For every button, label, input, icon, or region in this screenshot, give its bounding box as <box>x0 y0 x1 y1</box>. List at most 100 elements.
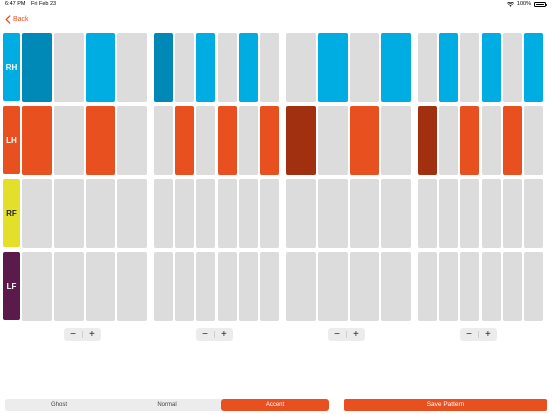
grid-cell-lh-beat3-sub1[interactable] <box>286 106 316 175</box>
grid-cell-rh-beat4-sub5[interactable] <box>502 33 522 102</box>
increment-button[interactable]: + <box>89 329 95 340</box>
grid-cell-rh-beat2-sub4[interactable] <box>217 33 237 102</box>
grid-cell-lh-beat4-sub3[interactable] <box>460 106 480 175</box>
grid-cell-rf-beat2-sub2[interactable] <box>175 179 195 248</box>
grid-cell-rf-beat4-sub3[interactable] <box>460 179 480 248</box>
grid-cell-rh-beat1-sub2[interactable] <box>53 33 84 102</box>
grid-cell-lh-beat2-sub3[interactable] <box>196 106 216 175</box>
grid-cell-rf-beat1-sub4[interactable] <box>117 179 147 248</box>
grid-cell-lh-beat3-sub4[interactable] <box>381 106 411 175</box>
decrement-button[interactable]: − <box>202 329 208 340</box>
grid-cell-rf-beat2-sub3[interactable] <box>196 179 216 248</box>
decrement-button[interactable]: − <box>334 329 340 340</box>
row-label-lf: LF <box>3 252 20 320</box>
grid-cell-rh-beat3-sub1[interactable] <box>286 33 316 102</box>
grid-cell-lh-beat3-sub3[interactable] <box>349 106 380 175</box>
grid-cell-lh-beat1-sub4[interactable] <box>117 106 147 175</box>
grid-cell-lh-beat2-sub5[interactable] <box>238 106 258 175</box>
grid-cell-rh-beat3-sub3[interactable] <box>349 33 380 102</box>
grid-cell-rh-beat2-sub6[interactable] <box>259 33 279 102</box>
grid-cell-lh-beat2-sub1[interactable] <box>154 106 174 175</box>
grid-cell-lf-beat3-sub4[interactable] <box>381 252 411 321</box>
grid-cell-lf-beat4-sub1[interactable] <box>418 252 438 321</box>
stepper-divider <box>346 331 347 338</box>
grid-cell-lf-beat1-sub4[interactable] <box>117 252 147 321</box>
row-label-rh: RH <box>3 33 20 101</box>
grid-cell-rh-beat4-sub1[interactable] <box>418 33 438 102</box>
grid-cell-rf-beat3-sub2[interactable] <box>317 179 348 248</box>
grid-cell-lf-beat1-sub2[interactable] <box>53 252 84 321</box>
grid-cell-rh-beat2-sub5[interactable] <box>238 33 258 102</box>
grid-cell-lh-beat1-sub2[interactable] <box>53 106 84 175</box>
battery-percent: 100% <box>516 1 531 7</box>
grid-cell-rf-beat1-sub2[interactable] <box>53 179 84 248</box>
dynamics-option-normal[interactable]: Normal <box>157 402 177 408</box>
grid-cell-rf-beat3-sub1[interactable] <box>286 179 316 248</box>
grid-cell-lh-beat4-sub5[interactable] <box>502 106 522 175</box>
grid-cell-rf-beat3-sub4[interactable] <box>381 179 411 248</box>
grid-cell-rf-beat4-sub4[interactable] <box>481 179 501 248</box>
increment-button[interactable]: + <box>485 329 491 340</box>
grid-cell-rf-beat4-sub6[interactable] <box>523 179 543 248</box>
grid-cell-lh-beat2-sub6[interactable] <box>259 106 279 175</box>
grid-cell-lf-beat2-sub4[interactable] <box>217 252 237 321</box>
grid-cell-lh-beat4-sub2[interactable] <box>439 106 459 175</box>
grid-cell-rh-beat4-sub6[interactable] <box>523 33 543 102</box>
grid-cell-rh-beat1-sub1[interactable] <box>22 33 52 102</box>
grid-cell-rh-beat3-sub4[interactable] <box>381 33 411 102</box>
grid-cell-lh-beat4-sub4[interactable] <box>481 106 501 175</box>
grid-cell-lh-beat4-sub1[interactable] <box>418 106 438 175</box>
dynamics-option-accent[interactable]: Accent <box>221 399 329 411</box>
grid-cell-rh-beat4-sub3[interactable] <box>460 33 480 102</box>
grid-cell-lf-beat3-sub1[interactable] <box>286 252 316 321</box>
grid-cell-rf-beat3-sub3[interactable] <box>349 179 380 248</box>
subdivision-stepper-beat1: − + <box>64 328 101 341</box>
grid-cell-lh-beat2-sub4[interactable] <box>217 106 237 175</box>
grid-cell-lf-beat4-sub3[interactable] <box>460 252 480 321</box>
grid-cell-lh-beat1-sub1[interactable] <box>22 106 52 175</box>
grid-cell-rf-beat4-sub1[interactable] <box>418 179 438 248</box>
grid-cell-lf-beat4-sub6[interactable] <box>523 252 543 321</box>
grid-cell-rh-beat1-sub3[interactable] <box>85 33 116 102</box>
decrement-button[interactable]: − <box>70 329 76 340</box>
grid-cell-rf-beat2-sub1[interactable] <box>154 179 174 248</box>
grid-cell-rf-beat4-sub5[interactable] <box>502 179 522 248</box>
decrement-button[interactable]: − <box>466 329 472 340</box>
grid-cell-rh-beat2-sub3[interactable] <box>196 33 216 102</box>
grid-cell-lf-beat4-sub4[interactable] <box>481 252 501 321</box>
grid-cell-rh-beat4-sub4[interactable] <box>481 33 501 102</box>
grid-cell-rf-beat2-sub5[interactable] <box>238 179 258 248</box>
grid-cell-rf-beat2-sub4[interactable] <box>217 179 237 248</box>
dynamics-option-ghost[interactable]: Ghost <box>50 402 67 408</box>
grid-cell-lf-beat2-sub3[interactable] <box>196 252 216 321</box>
grid-cell-rh-beat1-sub4[interactable] <box>117 33 147 102</box>
grid-cell-rf-beat1-sub3[interactable] <box>85 179 116 248</box>
grid-cell-lh-beat1-sub3[interactable] <box>85 106 116 175</box>
grid-cell-lf-beat2-sub2[interactable] <box>175 252 195 321</box>
grid-cell-lf-beat2-sub5[interactable] <box>238 252 258 321</box>
grid-cell-rh-beat3-sub2[interactable] <box>317 33 348 102</box>
increment-button[interactable]: + <box>221 329 227 340</box>
grid-cell-rh-beat4-sub2[interactable] <box>439 33 459 102</box>
grid-cell-lh-beat4-sub6[interactable] <box>523 106 543 175</box>
row-label-rf: RF <box>3 179 20 247</box>
back-button[interactable]: Back <box>5 13 29 25</box>
grid-cell-lf-beat4-sub5[interactable] <box>502 252 522 321</box>
grid-cell-rh-beat2-sub2[interactable] <box>175 33 195 102</box>
grid-cell-lf-beat2-sub6[interactable] <box>259 252 279 321</box>
back-label: Back <box>13 15 29 23</box>
increment-button[interactable]: + <box>353 329 359 340</box>
grid-cell-lf-beat1-sub1[interactable] <box>22 252 52 321</box>
grid-cell-lf-beat3-sub3[interactable] <box>349 252 380 321</box>
grid-cell-lh-beat2-sub2[interactable] <box>175 106 195 175</box>
grid-cell-rf-beat4-sub2[interactable] <box>439 179 459 248</box>
grid-cell-lf-beat1-sub3[interactable] <box>85 252 116 321</box>
grid-cell-lf-beat4-sub2[interactable] <box>439 252 459 321</box>
grid-cell-rh-beat2-sub1[interactable] <box>154 33 174 102</box>
grid-cell-lh-beat3-sub2[interactable] <box>317 106 348 175</box>
grid-cell-rf-beat2-sub6[interactable] <box>259 179 279 248</box>
grid-cell-rf-beat1-sub1[interactable] <box>22 179 52 248</box>
grid-cell-lf-beat2-sub1[interactable] <box>154 252 174 321</box>
grid-cell-lf-beat3-sub2[interactable] <box>317 252 348 321</box>
save-pattern-button[interactable]: Save Pattern <box>344 399 547 411</box>
